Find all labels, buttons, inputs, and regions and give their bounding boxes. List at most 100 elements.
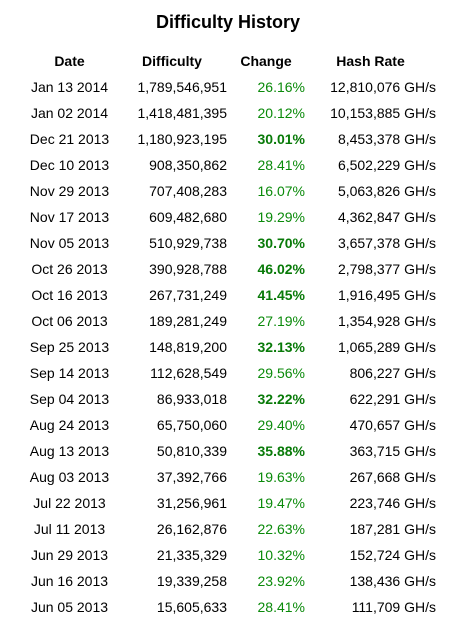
table-row: Jul 11 2013 26,162,876 22.63% 187,281 GH/s bbox=[22, 516, 436, 542]
hash-rate-cell: 363,715 GH/s bbox=[349, 443, 436, 459]
date-cell: Jan 02 2014 bbox=[30, 105, 109, 121]
difficulty-cell: 707,408,283 bbox=[149, 183, 227, 199]
column-header-difficulty: Difficulty bbox=[142, 53, 202, 69]
change-cell: 35.88% bbox=[257, 443, 305, 459]
hash-rate-cell: 152,724 GH/s bbox=[349, 547, 436, 563]
date-cell: Dec 10 2013 bbox=[29, 157, 110, 173]
change-cell: 26.16% bbox=[257, 79, 305, 95]
difficulty-cell: 50,810,339 bbox=[156, 443, 227, 459]
hash-rate-cell: 12,810,076 GH/s bbox=[330, 79, 436, 95]
column-header-change: Change bbox=[240, 53, 292, 69]
date-cell: Aug 03 2013 bbox=[29, 469, 110, 485]
difficulty-cell: 37,392,766 bbox=[156, 469, 227, 485]
date-cell: Aug 24 2013 bbox=[29, 417, 110, 433]
hash-rate-cell: 1,065,289 GH/s bbox=[337, 339, 436, 355]
date-cell: Aug 13 2013 bbox=[29, 443, 110, 459]
date-cell: Jul 11 2013 bbox=[33, 521, 106, 537]
change-cell: 32.22% bbox=[257, 391, 305, 407]
hash-rate-cell: 267,668 GH/s bbox=[349, 469, 436, 485]
date-cell: Oct 06 2013 bbox=[31, 313, 108, 329]
difficulty-cell: 267,731,249 bbox=[149, 287, 227, 303]
column-header-hash-rate: Hash Rate bbox=[336, 53, 405, 69]
table-row: Jan 13 2014 1,789,546,951 26.16% 12,810,076… bbox=[22, 74, 436, 100]
table-row: Nov 17 2013 609,482,680 19.29% 4,362,847 GH… bbox=[22, 204, 436, 230]
hash-rate-cell: 4,362,847 GH/s bbox=[337, 209, 436, 225]
change-cell: 29.56% bbox=[257, 365, 305, 381]
table-body: Jan 13 2014 1,789,546,951 26.16% 12,810,076… bbox=[22, 74, 436, 620]
change-cell: 30.70% bbox=[257, 235, 305, 251]
difficulty-cell: 65,750,060 bbox=[156, 417, 227, 433]
hash-rate-cell: 187,281 GH/s bbox=[349, 521, 436, 537]
date-cell: Nov 05 2013 bbox=[29, 235, 110, 251]
hash-rate-cell: 2,798,377 GH/s bbox=[337, 261, 436, 277]
hash-rate-cell: 10,153,885 GH/s bbox=[330, 105, 436, 121]
hash-rate-cell: 8,453,378 GH/s bbox=[337, 131, 436, 147]
difficulty-cell: 189,281,249 bbox=[149, 313, 227, 329]
change-cell: 32.13% bbox=[257, 339, 305, 355]
hash-rate-cell: 806,227 GH/s bbox=[349, 365, 436, 381]
difficulty-cell: 148,819,200 bbox=[149, 339, 227, 355]
difficulty-cell: 31,256,961 bbox=[156, 495, 227, 511]
column-header-date: Date bbox=[54, 53, 85, 69]
difficulty-cell: 26,162,876 bbox=[156, 521, 227, 537]
change-cell: 28.41% bbox=[257, 157, 305, 173]
difficulty-cell: 1,789,546,951 bbox=[137, 79, 227, 95]
difficulty-cell: 609,482,680 bbox=[149, 209, 227, 225]
change-cell: 19.47% bbox=[257, 495, 305, 511]
page-title: Difficulty History bbox=[155, 12, 301, 32]
change-cell: 19.63% bbox=[257, 469, 305, 485]
date-cell: Oct 26 2013 bbox=[31, 261, 108, 277]
change-cell: 28.41% bbox=[257, 599, 305, 615]
difficulty-cell: 1,418,481,395 bbox=[137, 105, 227, 121]
difficulty-cell: 86,933,018 bbox=[156, 391, 227, 407]
table-row: Jun 05 2013 15,605,633 28.41% 111,709 GH/s bbox=[22, 594, 436, 620]
date-cell: Nov 29 2013 bbox=[29, 183, 110, 199]
date-cell: Jul 22 2013 bbox=[33, 495, 106, 511]
table-row: Sep 25 2013 148,819,200 32.13% 1,065,289 GH… bbox=[22, 334, 436, 360]
date-cell: Dec 21 2013 bbox=[29, 131, 110, 147]
change-cell: 20.12% bbox=[257, 105, 305, 121]
change-cell: 46.02% bbox=[257, 261, 305, 277]
date-cell: Jun 16 2013 bbox=[30, 573, 109, 589]
table-row: Aug 03 2013 37,392,766 19.63% 267,668 GH/s bbox=[22, 464, 436, 490]
table-row: Sep 04 2013 86,933,018 32.22% 622,291 GH/s bbox=[22, 386, 436, 412]
change-cell: 10.32% bbox=[257, 547, 305, 563]
table-row: Jan 02 2014 1,418,481,395 20.12% 10,153,885… bbox=[22, 100, 436, 126]
table-row: Jun 16 2013 19,339,258 23.92% 138,436 GH/s bbox=[22, 568, 436, 594]
table-row: Aug 24 2013 65,750,060 29.40% 470,657 GH/s bbox=[22, 412, 436, 438]
table-row: Nov 29 2013 707,408,283 16.07% 5,063,826 GH… bbox=[22, 178, 436, 204]
hash-rate-cell: 1,916,495 GH/s bbox=[337, 287, 436, 303]
difficulty-cell: 1,180,923,195 bbox=[137, 131, 227, 147]
change-cell: 30.01% bbox=[257, 131, 305, 147]
difficulty-cell: 908,350,862 bbox=[149, 157, 227, 173]
hash-rate-cell: 138,436 GH/s bbox=[349, 573, 436, 589]
hash-rate-cell: 470,657 GH/s bbox=[349, 417, 436, 433]
date-cell: Sep 25 2013 bbox=[29, 339, 110, 355]
difficulty-cell: 19,339,258 bbox=[156, 573, 227, 589]
difficulty-cell: 112,628,549 bbox=[150, 365, 227, 381]
hash-rate-cell: 622,291 GH/s bbox=[349, 391, 436, 407]
change-cell: 23.92% bbox=[257, 573, 305, 589]
table-row: Dec 10 2013 908,350,862 28.41% 6,502,229 GH… bbox=[22, 152, 436, 178]
change-cell: 41.45% bbox=[257, 287, 305, 303]
date-cell: Jan 13 2014 bbox=[30, 79, 109, 95]
table-header-row: Date Difficulty Change Hash Rate bbox=[22, 48, 436, 74]
hash-rate-cell: 3,657,378 GH/s bbox=[337, 235, 436, 251]
hash-rate-cell: 6,502,229 GH/s bbox=[337, 157, 436, 173]
date-cell: Sep 04 2013 bbox=[29, 391, 110, 407]
date-cell: Jun 05 2013 bbox=[30, 599, 109, 615]
table-row: Oct 16 2013 267,731,249 41.45% 1,916,495 GH… bbox=[22, 282, 436, 308]
table-row: Nov 05 2013 510,929,738 30.70% 3,657,378 GH… bbox=[22, 230, 436, 256]
difficulty-history-table: Date Difficulty Change Hash Rate Jan 13 … bbox=[22, 48, 436, 620]
table-row: Jul 22 2013 31,256,961 19.47% 223,746 GH/s bbox=[22, 490, 436, 516]
hash-rate-cell: 111,709 GH/s bbox=[351, 599, 436, 615]
difficulty-cell: 390,928,788 bbox=[149, 261, 227, 277]
difficulty-cell: 21,335,329 bbox=[156, 547, 227, 563]
difficulty-cell: 15,605,633 bbox=[156, 599, 227, 615]
hash-rate-cell: 1,354,928 GH/s bbox=[337, 313, 436, 329]
date-cell: Jun 29 2013 bbox=[30, 547, 109, 563]
date-cell: Nov 17 2013 bbox=[29, 209, 110, 225]
difficulty-cell: 510,929,738 bbox=[149, 235, 227, 251]
date-cell: Sep 14 2013 bbox=[29, 365, 110, 381]
table-row: Oct 06 2013 189,281,249 27.19% 1,354,928 GH… bbox=[22, 308, 436, 334]
